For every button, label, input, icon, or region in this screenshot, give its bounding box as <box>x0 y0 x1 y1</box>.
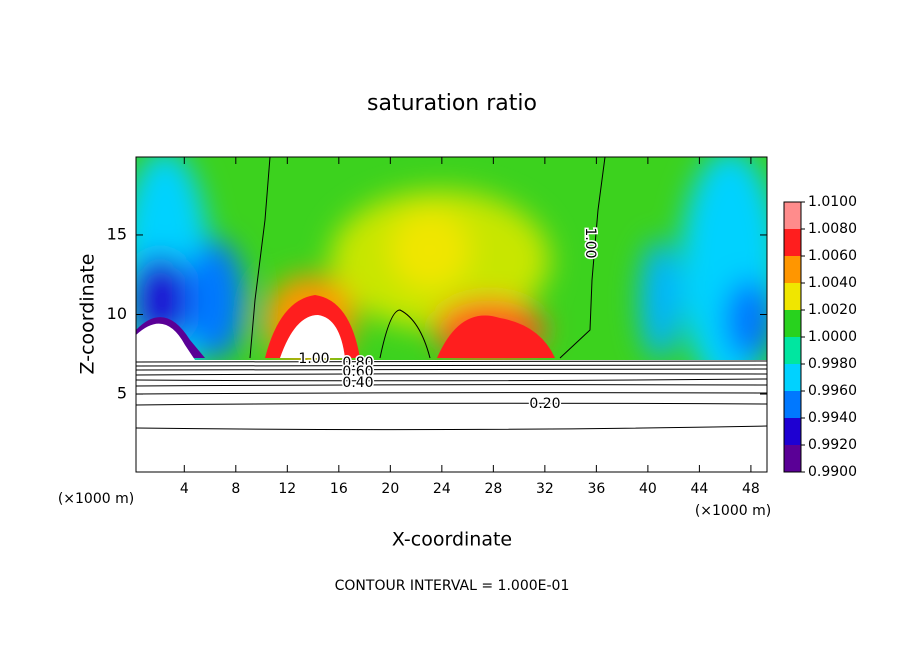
x-tick-label: 16 <box>330 481 348 497</box>
field <box>136 157 767 472</box>
colorbar-segment <box>784 391 801 418</box>
contour-label: 0.60 <box>342 364 373 380</box>
contour-label: 1.00 <box>582 227 598 258</box>
y-tick-label: 15 <box>107 224 127 243</box>
colorbar-segment <box>784 418 801 445</box>
colorbar-tick-label: 0.9900 <box>808 464 857 480</box>
x-tick-label: 4 <box>180 481 189 497</box>
y-tick-label: 5 <box>117 384 127 403</box>
contour-label: 0.40 <box>342 375 373 391</box>
x-tick-label: 20 <box>381 481 399 497</box>
colorbar-tick-label: 0.9960 <box>808 383 857 399</box>
x-tick-label: 40 <box>639 481 657 497</box>
colorbar-tick-label: 1.0100 <box>808 194 857 210</box>
contour-label: 0.20 <box>529 396 560 412</box>
y-axis-label: Z-coordinate <box>77 254 99 375</box>
x-tick-label: 44 <box>690 481 708 497</box>
colorbar-tick-label: 1.0080 <box>808 221 857 237</box>
colorbar-segment <box>784 337 801 364</box>
x-tick-label: 24 <box>433 481 451 497</box>
colorbar-segment <box>784 445 801 472</box>
colorbar-tick-label: 0.9980 <box>808 356 857 372</box>
contour-label: 1.00 <box>298 351 329 367</box>
colorbar-segment <box>784 229 801 256</box>
y-tick-label: 10 <box>107 304 127 323</box>
colorbar-tick-label: 0.9940 <box>808 410 857 426</box>
x-unit: (×1000 m) <box>695 503 771 519</box>
colorbar-tick-label: 1.0060 <box>808 248 857 264</box>
colorbar-tick-label: 1.0040 <box>808 275 857 291</box>
colorbar-segment <box>784 283 801 310</box>
colorbar-tick-label: 1.0000 <box>808 329 857 345</box>
colorbar-tick-label: 1.0020 <box>808 302 857 318</box>
colorbar-segment <box>784 256 801 283</box>
x-tick-label: 8 <box>231 481 240 497</box>
colorbar-segment <box>784 310 801 337</box>
colorbar-tick-label: 0.9920 <box>808 437 857 453</box>
x-tick-label: 36 <box>587 481 605 497</box>
chart-title: saturation ratio <box>367 91 537 116</box>
x-axis-label: X-coordinate <box>392 529 512 551</box>
x-tick-label: 48 <box>742 481 760 497</box>
x-tick-label: 12 <box>278 481 296 497</box>
colorbar-segment <box>784 364 801 391</box>
y-unit: (×1000 m) <box>58 491 134 507</box>
footnote: CONTOUR INTERVAL = 1.000E-01 <box>335 578 570 594</box>
x-tick-label: 32 <box>536 481 554 497</box>
colorbar-segment <box>784 202 801 229</box>
x-tick-label: 28 <box>484 481 502 497</box>
contour-label: 0.80 <box>342 355 373 371</box>
